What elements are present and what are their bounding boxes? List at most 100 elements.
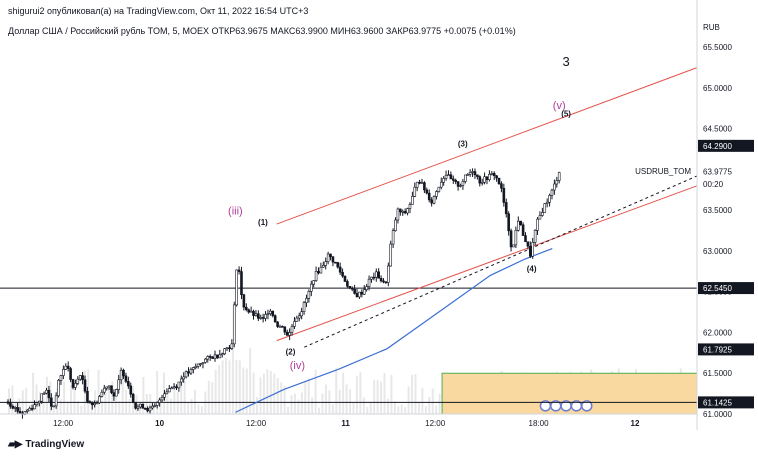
candle-body[interactable] bbox=[42, 392, 46, 395]
candle-body[interactable] bbox=[136, 406, 140, 409]
candle-body[interactable] bbox=[47, 389, 51, 399]
candle-body[interactable] bbox=[273, 315, 277, 323]
candle-body[interactable] bbox=[218, 354, 222, 359]
candle-body[interactable] bbox=[93, 403, 96, 406]
candle-body[interactable] bbox=[338, 266, 342, 273]
candle-body[interactable] bbox=[372, 276, 376, 279]
candle-body[interactable] bbox=[524, 235, 527, 243]
candle-body[interactable] bbox=[415, 181, 419, 188]
candle-body[interactable] bbox=[476, 174, 479, 177]
candle-body[interactable] bbox=[389, 243, 393, 267]
candle-body[interactable] bbox=[232, 304, 236, 345]
candle-body[interactable] bbox=[396, 208, 400, 221]
candle-body[interactable] bbox=[478, 176, 482, 184]
candle-body[interactable] bbox=[488, 174, 491, 180]
candle-body[interactable] bbox=[86, 390, 89, 402]
candle-body[interactable] bbox=[25, 409, 29, 412]
candle-body[interactable] bbox=[266, 313, 270, 315]
price-tag[interactable] bbox=[697, 177, 755, 191]
candle-body[interactable] bbox=[314, 271, 318, 281]
candle-body[interactable] bbox=[533, 230, 537, 243]
candle-body[interactable] bbox=[290, 326, 294, 333]
candle-body[interactable] bbox=[468, 172, 472, 175]
candle-body[interactable] bbox=[504, 202, 508, 215]
candle-body[interactable] bbox=[305, 298, 308, 303]
candle-body[interactable] bbox=[278, 326, 282, 328]
candle-body[interactable] bbox=[461, 181, 465, 186]
candle-body[interactable] bbox=[213, 354, 217, 359]
candle-body[interactable] bbox=[240, 271, 243, 296]
candle-body[interactable] bbox=[28, 408, 31, 411]
candle-body[interactable] bbox=[54, 395, 58, 407]
candle-body[interactable] bbox=[110, 385, 113, 393]
candle-body[interactable] bbox=[555, 180, 559, 185]
candle-body[interactable] bbox=[399, 208, 402, 213]
candle-body[interactable] bbox=[244, 306, 248, 311]
candle-body[interactable] bbox=[165, 391, 169, 395]
candle-body[interactable] bbox=[288, 332, 291, 336]
candle-body[interactable] bbox=[9, 402, 12, 407]
candle-body[interactable] bbox=[11, 405, 15, 409]
candle-body[interactable] bbox=[102, 387, 106, 393]
candle-body[interactable] bbox=[526, 241, 530, 247]
candle-body[interactable] bbox=[413, 186, 417, 197]
candle-body[interactable] bbox=[408, 204, 412, 209]
candle-body[interactable] bbox=[322, 265, 325, 268]
candle-body[interactable] bbox=[379, 277, 383, 282]
candle-body[interactable] bbox=[507, 213, 510, 232]
tradingview-brand[interactable]: ▰▶ TradingView bbox=[8, 439, 84, 450]
candle-body[interactable] bbox=[201, 362, 205, 364]
candle-body[interactable] bbox=[13, 407, 17, 409]
candle-body[interactable] bbox=[435, 191, 438, 197]
candle-body[interactable] bbox=[50, 397, 53, 407]
candle-body[interactable] bbox=[223, 348, 226, 355]
candle-body[interactable] bbox=[271, 310, 275, 316]
candle-body[interactable] bbox=[83, 379, 87, 392]
candle-body[interactable] bbox=[18, 410, 22, 414]
candle-body[interactable] bbox=[331, 256, 335, 263]
candle-body[interactable] bbox=[411, 195, 414, 205]
candle-body[interactable] bbox=[276, 321, 279, 327]
candle-body[interactable] bbox=[432, 196, 436, 204]
candle-body[interactable] bbox=[374, 271, 378, 278]
channel-upper-line[interactable] bbox=[276, 67, 698, 225]
candle-body[interactable] bbox=[264, 314, 267, 319]
candle-body[interactable] bbox=[553, 183, 556, 191]
candle-body[interactable] bbox=[163, 393, 166, 398]
candle-body[interactable] bbox=[329, 253, 332, 258]
candle-body[interactable] bbox=[78, 375, 82, 380]
candle-body[interactable] bbox=[418, 181, 421, 184]
candle-body[interactable] bbox=[252, 310, 255, 316]
candle-body[interactable] bbox=[430, 199, 433, 204]
candle-body[interactable] bbox=[69, 368, 72, 380]
candle-body[interactable] bbox=[360, 291, 364, 295]
candle-body[interactable] bbox=[100, 391, 104, 397]
candle-body[interactable] bbox=[151, 405, 154, 409]
candle-body[interactable] bbox=[302, 302, 306, 312]
candle-body[interactable] bbox=[495, 175, 498, 179]
candle-body[interactable] bbox=[117, 379, 121, 390]
candle-body[interactable] bbox=[281, 326, 284, 328]
candle-body[interactable] bbox=[355, 293, 359, 298]
candle-body[interactable] bbox=[341, 271, 344, 277]
candle-body[interactable] bbox=[216, 354, 219, 359]
candle-body[interactable] bbox=[139, 403, 142, 408]
candle-body[interactable] bbox=[300, 311, 303, 317]
candle-body[interactable] bbox=[485, 176, 489, 180]
candle-body[interactable] bbox=[454, 180, 457, 182]
candle-body[interactable] bbox=[365, 286, 368, 290]
candle-body[interactable] bbox=[16, 407, 19, 412]
candle-body[interactable] bbox=[557, 172, 561, 181]
candle-body[interactable] bbox=[538, 215, 542, 220]
candle-body[interactable] bbox=[269, 310, 272, 314]
candle-body[interactable] bbox=[309, 283, 313, 292]
candle-body[interactable] bbox=[170, 387, 173, 390]
candle-body[interactable] bbox=[541, 212, 544, 216]
candle-body[interactable] bbox=[261, 317, 265, 319]
candle-body[interactable] bbox=[131, 393, 135, 403]
candle-body[interactable] bbox=[401, 211, 405, 213]
candle-body[interactable] bbox=[153, 405, 157, 407]
candle-body[interactable] bbox=[225, 347, 229, 350]
candle-body[interactable] bbox=[370, 276, 373, 280]
candle-body[interactable] bbox=[437, 186, 441, 192]
